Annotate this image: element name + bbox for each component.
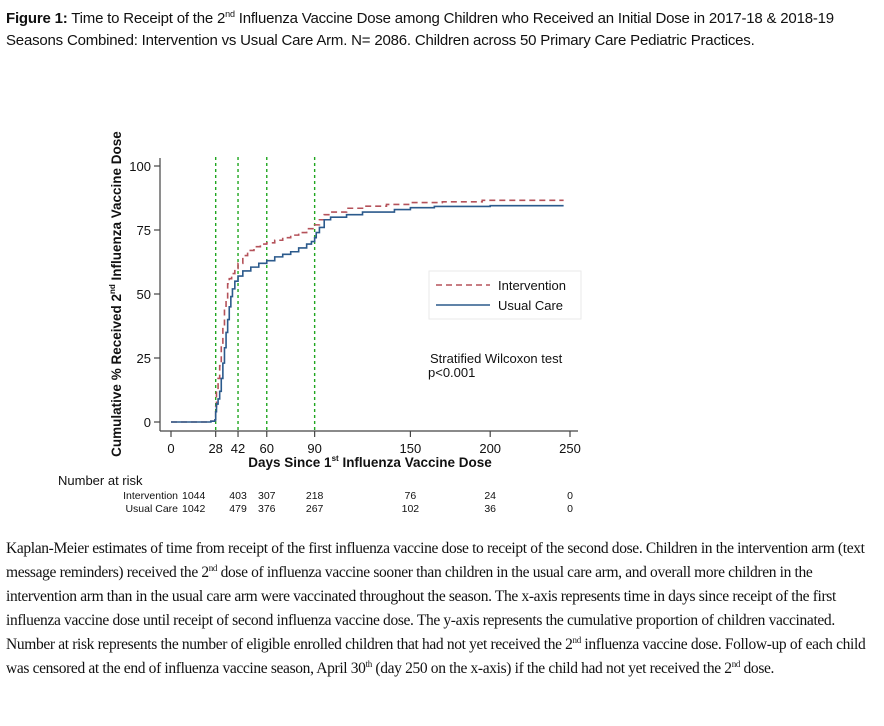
x-tick-label: 90 [307,441,321,456]
risk-value: 0 [567,490,573,502]
risk-value: 24 [484,490,496,502]
risk-value: 376 [258,503,276,515]
y-tick-label: 25 [137,351,151,366]
legend-box [428,270,582,320]
risk-row-label: Intervention [123,490,178,502]
superscript: nd [225,9,235,19]
caption-text: influenza vaccine dose. Follow-up of eac… [6,636,866,677]
legend-intervention-label: Intervention [498,278,566,293]
x-axis-title: Days Since 1st Influenza Vaccine Dose [248,454,492,470]
risk-value: 403 [229,490,247,502]
figure-title: Figure 1: Time to Receipt of the 2nd Inf… [6,8,878,52]
figure-caption: Kaplan-Meier estimates of time from rece… [6,537,880,681]
x-tick-label: 42 [231,441,245,456]
y-tick-label: 0 [144,415,151,430]
curve-usual-care [171,204,564,423]
risk-value: 0 [567,503,573,515]
caption-text: dose. [740,660,775,677]
risk-value: 307 [258,490,276,502]
caption-text: Kaplan-Meier estimates of time from rece… [6,540,865,581]
y-tick-label: 75 [137,223,151,238]
km-chart: 0 25 50 75 100 0 28 42 60 90 150 200 250 Cumulative… [58,131,582,515]
figure-title-text: Time to Receipt of the 2 [67,10,226,27]
figure-label: Figure 1: [6,10,68,27]
x-tick-label: 28 [208,441,222,456]
risk-value: 1042 [182,503,206,515]
curves [171,199,564,423]
x-tick-label: 0 [167,441,174,456]
x-tick-label: 200 [479,441,501,456]
p-value-annotation: p<0.001 [428,365,475,380]
caption-text: (day 250 on the x-axis) if the child had… [371,660,732,677]
x-ticks: 0 28 42 60 90 150 200 250 [167,431,581,456]
y-tick-label: 50 [137,287,151,302]
number-at-risk-title: Number at risk [58,473,143,488]
y-tick-label: 100 [129,159,151,174]
risk-row-label: Usual Care [125,503,178,515]
y-axis-title: Cumulative % Received 2nd Influenza Vacc… [108,131,124,457]
legend-usual-care-label: Usual Care [498,298,563,313]
risk-value: 479 [229,503,247,515]
risk-value: 36 [484,503,496,515]
caption-text: dose of influenza vaccine sooner than ch… [6,564,836,653]
superscript: nd [208,562,218,573]
risk-value: 218 [306,490,324,502]
x-tick-label: 60 [260,441,274,456]
wilcoxon-annotation: Stratified Wilcoxon test [430,351,563,366]
legend: Intervention Usual Care [428,270,582,320]
superscript: th [365,658,373,669]
risk-value: 76 [405,490,417,502]
x-tick-label: 150 [400,441,422,456]
number-at-risk-table: Intervention 1044 403 307 218 76 24 0 Usual Care… [123,490,573,515]
risk-value: 1044 [182,490,206,502]
reference-lines [214,157,316,431]
x-tick-label: 250 [559,441,581,456]
figure-title-text: Influenza Vaccine Dose among Children wh… [6,10,834,49]
risk-value: 102 [402,503,420,515]
y-ticks: 0 25 50 75 100 [129,159,160,430]
superscript: nd [572,634,582,645]
risk-value: 267 [306,503,324,515]
superscript: nd [731,658,741,669]
